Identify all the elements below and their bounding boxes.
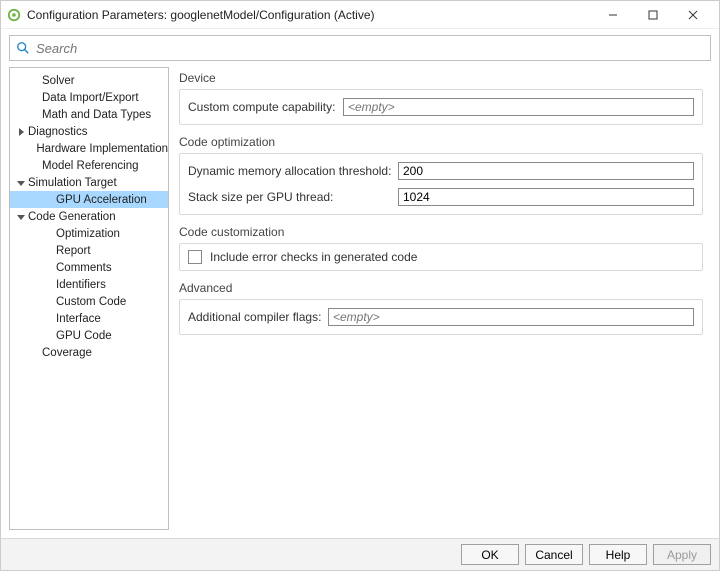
spacer-icon xyxy=(30,76,40,86)
maximize-button[interactable] xyxy=(633,1,673,29)
tree-item-label: Model Referencing xyxy=(42,160,139,172)
tree-item[interactable]: Solver xyxy=(10,72,168,89)
settings-panel: Device Custom compute capability: Code o… xyxy=(177,67,711,530)
tree-item-label: Code Generation xyxy=(28,211,116,223)
section-device: Device Custom compute capability: xyxy=(179,71,703,125)
dialog-footer: OK Cancel Help Apply xyxy=(1,538,719,570)
stack-size-input[interactable] xyxy=(398,188,694,206)
close-button[interactable] xyxy=(673,1,713,29)
tree-item-label: Interface xyxy=(56,313,101,325)
section-body: Additional compiler flags: xyxy=(179,299,703,335)
cancel-button[interactable]: Cancel xyxy=(525,544,583,565)
tree-item-label: Report xyxy=(56,245,91,257)
chevron-down-icon[interactable] xyxy=(16,212,26,222)
compiler-flags-input[interactable] xyxy=(328,308,694,326)
spacer-icon xyxy=(30,110,40,120)
chevron-right-icon[interactable] xyxy=(16,127,26,137)
section-code-optimization: Code optimization Dynamic memory allocat… xyxy=(179,135,703,215)
custom-compute-label: Custom compute capability: xyxy=(188,100,343,114)
tree-item-label: GPU Acceleration xyxy=(56,194,147,206)
spacer-icon xyxy=(30,161,40,171)
form-row: Stack size per GPU thread: xyxy=(188,186,694,208)
error-checks-checkbox[interactable] xyxy=(188,250,202,264)
window-title: Configuration Parameters: googlenetModel… xyxy=(27,8,593,22)
spacer-icon xyxy=(44,246,54,256)
form-row: Additional compiler flags: xyxy=(188,306,694,328)
section-title: Code customization xyxy=(179,225,703,239)
tree-item-label: Math and Data Types xyxy=(42,109,151,121)
checkbox-row: Include error checks in generated code xyxy=(188,250,694,264)
section-title: Advanced xyxy=(179,281,703,295)
search-input[interactable] xyxy=(36,41,704,56)
spacer-icon xyxy=(30,144,34,154)
tree-item[interactable]: Code Generation xyxy=(10,208,168,225)
custom-compute-input[interactable] xyxy=(343,98,694,116)
spacer-icon xyxy=(30,93,40,103)
section-title: Device xyxy=(179,71,703,85)
form-row: Dynamic memory allocation threshold: xyxy=(188,160,694,182)
tree-item-label: Identifiers xyxy=(56,279,106,291)
tree-item-label: Coverage xyxy=(42,347,92,359)
nav-tree[interactable]: Solver Data Import/Export Math and Data Ty… xyxy=(9,67,169,530)
tree-item[interactable]: GPU Code xyxy=(10,327,168,344)
form-row: Custom compute capability: xyxy=(188,96,694,118)
tree-item[interactable]: GPU Acceleration xyxy=(10,191,168,208)
apply-button[interactable]: Apply xyxy=(653,544,711,565)
tree-item-label: GPU Code xyxy=(56,330,112,342)
compiler-flags-label: Additional compiler flags: xyxy=(188,310,328,324)
spacer-icon xyxy=(44,280,54,290)
tree-item[interactable]: Simulation Target xyxy=(10,174,168,191)
section-advanced: Advanced Additional compiler flags: xyxy=(179,281,703,335)
tree-item[interactable]: Report xyxy=(10,242,168,259)
tree-item[interactable]: Hardware Implementation xyxy=(10,140,168,157)
spacer-icon xyxy=(44,229,54,239)
title-bar: Configuration Parameters: googlenetModel… xyxy=(1,1,719,29)
tree-item-label: Diagnostics xyxy=(28,126,87,138)
search-icon xyxy=(16,41,30,55)
app-icon xyxy=(7,8,21,22)
tree-item[interactable]: Identifiers xyxy=(10,276,168,293)
spacer-icon xyxy=(44,314,54,324)
tree-item[interactable]: Coverage xyxy=(10,344,168,361)
tree-item[interactable]: Diagnostics xyxy=(10,123,168,140)
tree-item[interactable]: Comments xyxy=(10,259,168,276)
stack-size-label: Stack size per GPU thread: xyxy=(188,190,398,204)
spacer-icon xyxy=(44,297,54,307)
section-code-customization: Code customization Include error checks … xyxy=(179,225,703,271)
content-area: Solver Data Import/Export Math and Data Ty… xyxy=(1,67,719,538)
search-bar[interactable] xyxy=(9,35,711,61)
error-checks-label: Include error checks in generated code xyxy=(210,250,417,264)
help-button[interactable]: Help xyxy=(589,544,647,565)
tree-item-label: Optimization xyxy=(56,228,120,240)
tree-item-label: Hardware Implementation xyxy=(36,143,168,155)
tree-item[interactable]: Optimization xyxy=(10,225,168,242)
tree-item[interactable]: Model Referencing xyxy=(10,157,168,174)
section-title: Code optimization xyxy=(179,135,703,149)
minimize-button[interactable] xyxy=(593,1,633,29)
chevron-down-icon[interactable] xyxy=(16,178,26,188)
dyn-mem-input[interactable] xyxy=(398,162,694,180)
tree-item[interactable]: Interface xyxy=(10,310,168,327)
spacer-icon xyxy=(30,348,40,358)
section-body: Dynamic memory allocation threshold: Sta… xyxy=(179,153,703,215)
dyn-mem-label: Dynamic memory allocation threshold: xyxy=(188,164,398,178)
spacer-icon xyxy=(44,263,54,273)
tree-item-label: Data Import/Export xyxy=(42,92,139,104)
tree-item-label: Simulation Target xyxy=(28,177,117,189)
tree-item[interactable]: Custom Code xyxy=(10,293,168,310)
section-body: Include error checks in generated code xyxy=(179,243,703,271)
tree-item[interactable]: Data Import/Export xyxy=(10,89,168,106)
tree-item-label: Custom Code xyxy=(56,296,126,308)
spacer-icon xyxy=(44,195,54,205)
tree-item[interactable]: Math and Data Types xyxy=(10,106,168,123)
ok-button[interactable]: OK xyxy=(461,544,519,565)
section-body: Custom compute capability: xyxy=(179,89,703,125)
spacer-icon xyxy=(44,331,54,341)
tree-item-label: Solver xyxy=(42,75,75,87)
tree-item-label: Comments xyxy=(56,262,112,274)
